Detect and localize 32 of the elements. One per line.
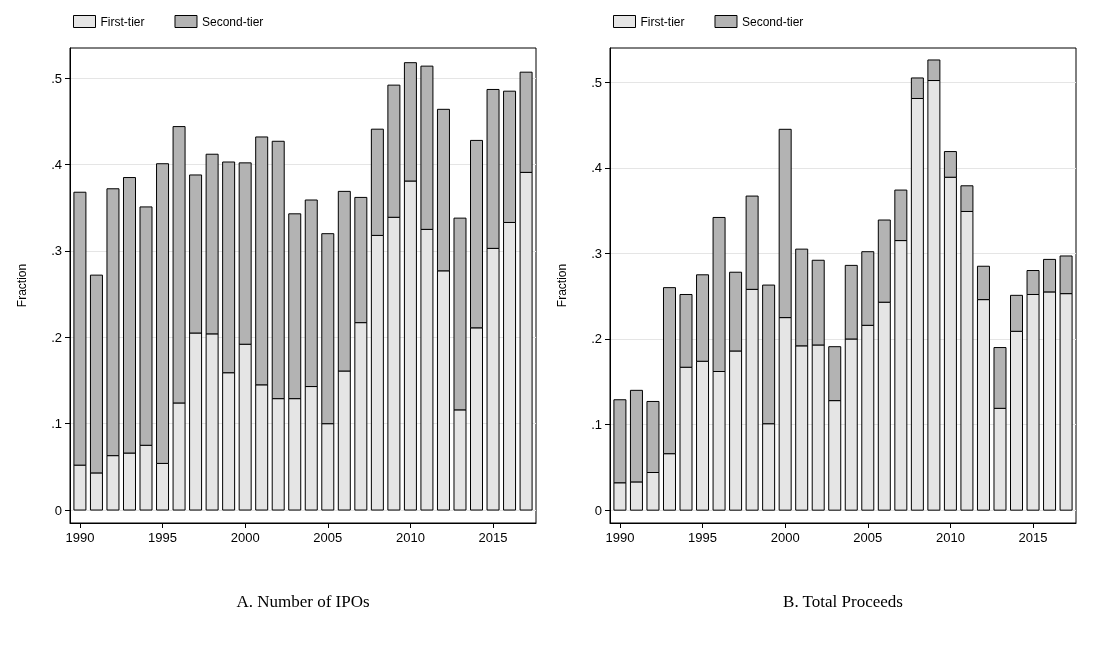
x-tick-label: 2015	[1018, 530, 1048, 545]
y-tick-label: .4	[591, 160, 602, 176]
x-tick-label: 2010	[935, 530, 965, 545]
legend-label: First-tier	[640, 14, 685, 29]
y-axis-title: Fraction	[15, 263, 29, 308]
y-tick-label: .1	[51, 416, 62, 432]
y-tick-label: .5	[591, 74, 602, 90]
y-tick-label: .2	[591, 331, 602, 347]
x-tick-label: 1995	[148, 530, 177, 545]
y-tick-label: 0	[594, 502, 602, 518]
x-tick-label: 1990	[65, 530, 95, 545]
y-tick-label: .5	[51, 70, 62, 86]
x-tick-label: 1995	[688, 530, 717, 545]
x-tick-label: 2005	[313, 530, 343, 545]
x-axis-title: A. Number of IPOs	[236, 592, 370, 611]
y-tick-label: .3	[51, 243, 62, 259]
y-tick-label: .4	[51, 157, 62, 173]
x-tick-label: 2010	[395, 530, 425, 545]
y-axis-title: Fraction	[555, 263, 569, 308]
legend-label: Second-tier	[201, 14, 264, 29]
x-tick-label: 2005	[853, 530, 883, 545]
x-axis-title: B. Total Proceeds	[783, 592, 903, 611]
x-tick-label: 2015	[478, 530, 508, 545]
legend-label: Second-tier	[741, 14, 804, 29]
x-tick-label: 1990	[605, 530, 635, 545]
y-tick-label: 0	[54, 502, 62, 518]
legend-label: First-tier	[100, 14, 145, 29]
x-tick-label: 2000	[230, 530, 260, 545]
x-tick-label: 2000	[770, 530, 800, 545]
y-tick-label: .1	[591, 417, 602, 433]
y-tick-label: .2	[51, 329, 62, 345]
y-tick-label: .3	[591, 245, 602, 261]
